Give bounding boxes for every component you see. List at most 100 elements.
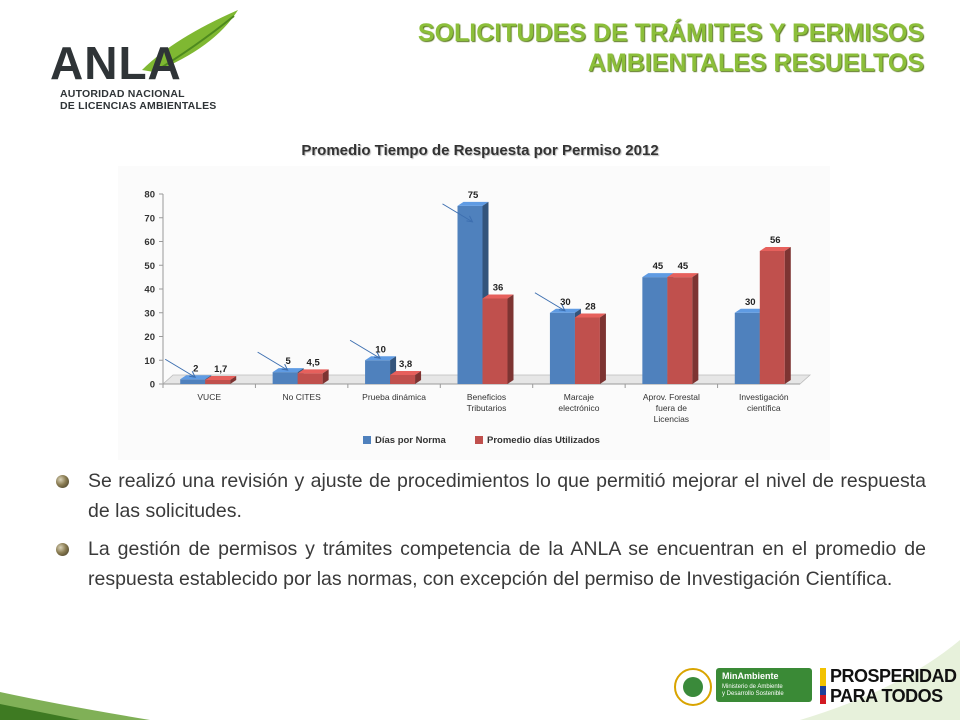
data-label: 75 [468,190,479,201]
y-tick-label: 50 [144,261,155,272]
data-label: 30 [745,297,756,308]
bar-top [390,370,422,375]
x-tick-label: Marcaje [564,392,595,402]
x-tick-label: Tributarios [467,403,507,413]
bar-side [599,313,606,384]
legend-label: Promedio días Utilizados [487,435,600,446]
x-tick-label: VUCE [197,392,221,402]
bar-top [759,247,791,251]
data-label: 5 [285,356,291,367]
anla-logo: ANLA AUTORIDAD NACIONAL DE LICENCIAS AMB… [44,8,244,112]
arrow-head-icon [373,352,381,359]
flag-icon [820,668,826,704]
x-tick-label: No CITES [283,392,322,402]
x-tick-label: fuera de [656,403,687,413]
bullet-item: Se realizó una revisión y ajuste de proc… [52,466,926,526]
bar [759,251,785,384]
bar [297,373,323,384]
bar-top [667,273,699,278]
bar-side [230,375,237,384]
arrow-head-icon [558,304,566,312]
arrow-head-icon [466,215,474,223]
bar [667,277,693,384]
arrow-icon [442,203,473,223]
arrow-icon [164,358,196,378]
bar-top [734,308,766,313]
logo-subtitle: AUTORIDAD NACIONAL DE LICENCIAS AMBIENTA… [60,88,216,112]
x-tick-label: científica [747,403,781,413]
chart-title: Promedio Tiempo de Respuesta por Permiso… [301,142,659,159]
bar-top [205,375,237,380]
x-tick-label: Prueba dinámica [362,392,426,402]
ministry-subtitle: Ministerio de Ambiente y Desarrollo Sost… [722,684,784,698]
page-title: SOLICITUDES DE TRÁMITES Y PERMISOS AMBIE… [418,18,924,78]
bar-chart: 0 10 20 30 40 50 60 70 80 2 1,7 VUCE 5 4,5 No CITES 10 3… [144,190,812,446]
data-label: 30 [560,297,571,308]
arrow-icon [257,351,288,371]
ministry-sub-line1: Ministerio de Ambiente [722,684,783,690]
bar [180,379,206,384]
slogan-line1: PROSPERIDAD [830,666,957,686]
bar-side [507,294,514,384]
bar [574,317,600,384]
title-line1: SOLICITUDES DE TRÁMITES Y PERMISOS [417,19,924,47]
leaf-icon [142,10,238,73]
x-tick-label: Licencias [654,414,689,424]
y-tick-label: 0 [150,380,155,391]
logo-text: ANLA [50,37,182,89]
bar-top [297,369,329,374]
slogan: PROSPERIDAD PARA TODOS [830,666,957,706]
data-label: 36 [493,283,504,294]
colombia-seal-icon [674,668,712,706]
legend-label: Días por Norma [375,435,446,446]
data-label: 10 [375,344,386,355]
data-label: 28 [585,302,596,313]
data-label: 45 [678,261,689,272]
bar-side [322,369,329,384]
x-tick-label: electrónico [558,403,599,413]
chart-area: 0 10 20 30 40 50 60 70 80 2 1,7 VUCE 5 4,5 No CITES 10 3… [118,166,830,460]
bullet-icon [56,475,69,488]
bullet-item: La gestión de permisos y trámites compet… [52,534,926,594]
bar [482,298,508,384]
data-label: 45 [653,261,664,272]
y-tick-label: 40 [144,285,155,296]
slogan-line2: PARA TODOS [830,686,943,706]
data-label: 1,7 [214,364,227,375]
data-label: 4,5 [307,357,321,368]
bar [365,360,391,384]
bar-side [692,273,699,384]
bar-top [642,273,674,278]
bullet-text: La gestión de permisos y trámites compet… [88,538,926,590]
x-tick-label: Beneficios [467,392,506,402]
arrow-icon [534,292,566,312]
data-label: 56 [770,235,781,246]
logo-subtitle-line1: AUTORIDAD NACIONAL [60,88,185,100]
y-tick-label: 60 [144,237,155,248]
prosperidad-logo: PROSPERIDAD PARA TODOS [820,666,957,708]
bullet-icon [56,543,69,556]
y-tick-label: 10 [144,356,155,367]
legend-swatch [363,436,371,444]
bar-side [784,247,791,384]
bullet-text: Se realizó una revisión y ajuste de proc… [88,470,926,522]
arrow-icon [349,339,381,359]
bar [205,379,231,384]
ministry-name: MinAmbiente [722,671,779,681]
bar-top [482,294,514,299]
legend-swatch [475,436,483,444]
bar-top [574,313,606,318]
bar-side [415,370,422,384]
bar [549,312,575,384]
data-label: 2 [193,363,198,374]
bar [457,205,483,384]
y-tick-label: 20 [144,332,155,343]
y-tick-label: 30 [144,308,155,319]
y-tick-label: 70 [144,213,155,224]
arrow-head-icon [189,371,197,378]
bar-top [457,201,489,206]
bar [642,277,668,384]
y-tick-label: 80 [144,190,155,201]
arrow-head-icon [281,363,289,371]
minambiente-logo: MinAmbiente Ministerio de Ambiente y Des… [716,668,812,702]
